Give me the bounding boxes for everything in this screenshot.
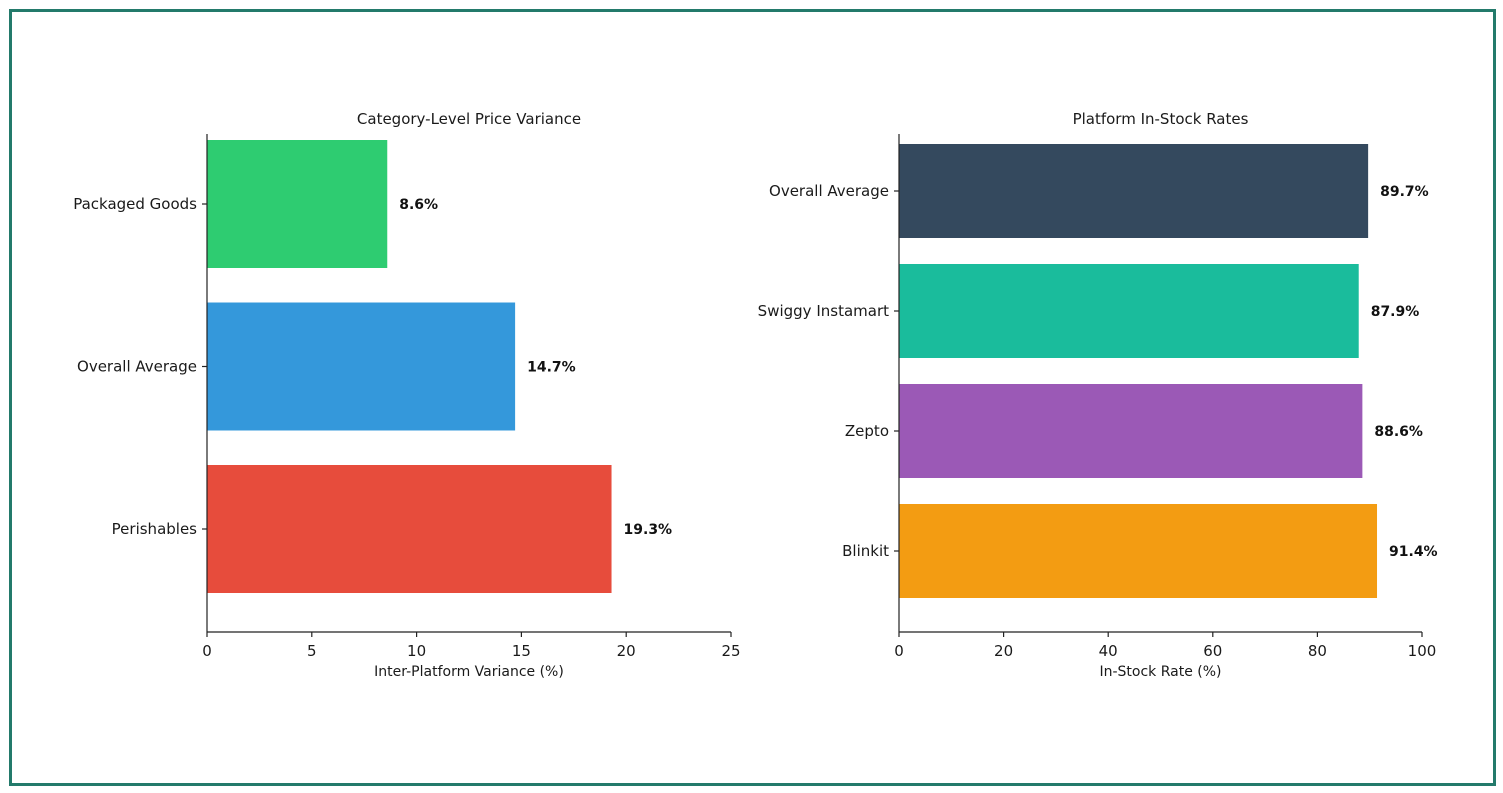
bar-overall-average bbox=[899, 144, 1369, 238]
category-label: Perishables bbox=[112, 520, 198, 538]
x-tick-label: 25 bbox=[721, 642, 740, 660]
data-label: 89.7% bbox=[1380, 184, 1429, 200]
data-label: 8.6% bbox=[399, 197, 438, 213]
x-tick-label: 5 bbox=[307, 642, 317, 660]
chart-2: Platform In-Stock Rates Overall Average 89… bbox=[758, 110, 1438, 680]
figure-canvas: Category-Level Price Variance Packaged Go… bbox=[73, 110, 1438, 680]
bar-blinkit bbox=[899, 504, 1378, 598]
data-label: 19.3% bbox=[624, 522, 673, 538]
bar-swiggy-instamart bbox=[899, 264, 1359, 358]
x-tick-label: 10 bbox=[407, 642, 426, 660]
x-tick-label: 0 bbox=[894, 642, 904, 660]
x-tick-label: 20 bbox=[617, 642, 636, 660]
chart-1: Category-Level Price Variance Packaged Go… bbox=[73, 110, 740, 680]
category-label: Swiggy Instamart bbox=[758, 302, 889, 320]
category-label: Packaged Goods bbox=[73, 195, 197, 213]
bar-overall-average bbox=[207, 302, 516, 431]
bar-perishables bbox=[207, 465, 612, 593]
x-tick-label: 40 bbox=[1099, 642, 1118, 660]
bar-packaged-goods bbox=[207, 140, 388, 268]
x-tick-label: 15 bbox=[512, 642, 531, 660]
x-tick-label: 100 bbox=[1408, 642, 1437, 660]
data-label: 91.4% bbox=[1389, 544, 1438, 560]
bar-zepto bbox=[899, 384, 1363, 478]
x-tick-label: 80 bbox=[1308, 642, 1327, 660]
category-label: Overall Average bbox=[769, 182, 889, 200]
x-tick-label: 20 bbox=[994, 642, 1013, 660]
data-label: 88.6% bbox=[1374, 424, 1423, 440]
category-label: Blinkit bbox=[842, 542, 889, 560]
data-label: 14.7% bbox=[527, 360, 576, 376]
chart-title: Platform In-Stock Rates bbox=[1073, 110, 1249, 128]
x-tick-label: 60 bbox=[1203, 642, 1222, 660]
chart-title: Category-Level Price Variance bbox=[357, 110, 581, 128]
category-label: Overall Average bbox=[77, 358, 197, 376]
x-axis-label: Inter-Platform Variance (%) bbox=[374, 664, 564, 680]
data-label: 87.9% bbox=[1371, 304, 1420, 320]
category-label: Zepto bbox=[845, 422, 889, 440]
x-tick-label: 0 bbox=[202, 642, 212, 660]
x-axis-label: In-Stock Rate (%) bbox=[1099, 664, 1221, 680]
figure-frame: Category-Level Price Variance Packaged Go… bbox=[9, 9, 1496, 786]
